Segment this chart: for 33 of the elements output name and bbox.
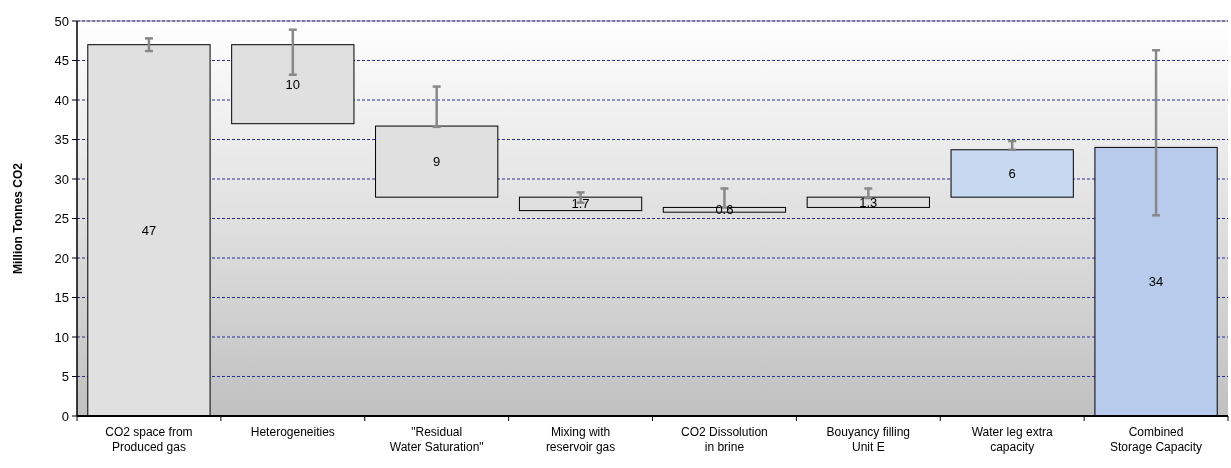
y-tick-label: 0 — [61, 408, 69, 424]
data-label: 34 — [1148, 274, 1164, 290]
data-label: 47 — [141, 222, 157, 238]
x-tick-label: "Residual Water Saturation" — [389, 425, 484, 454]
x-tick-label: Heterogeneities — [250, 425, 335, 439]
y-tick-label: 20 — [54, 250, 69, 266]
x-tick-label: CO2 Dissolution in brine — [681, 425, 768, 454]
x-tick-label: CO2 space from Produced gas — [105, 425, 193, 454]
y-tick-label: 5 — [61, 369, 69, 385]
x-tick-label: Mixing with reservoir gas — [545, 425, 616, 454]
data-label: 6 — [1008, 166, 1016, 182]
y-tick-label: 50 — [54, 13, 69, 29]
bar — [231, 44, 355, 125]
data-label: 1.7 — [571, 196, 590, 212]
data-label: 10 — [285, 76, 301, 92]
bar — [950, 149, 1074, 198]
y-axis-title: Million Tonnes CO2 — [11, 162, 25, 275]
y-tick-label: 30 — [54, 171, 69, 187]
y-tick-label: 25 — [54, 211, 69, 227]
y-tick-label: 15 — [54, 290, 69, 306]
bar — [662, 206, 787, 213]
bar — [375, 125, 499, 198]
data-label: 1.3 — [859, 194, 878, 210]
y-tick-label: 35 — [54, 132, 69, 148]
bar — [806, 196, 930, 208]
y-tick-label: 40 — [54, 92, 69, 108]
y-tick-label: 10 — [54, 329, 69, 345]
bar — [518, 196, 643, 212]
y-tick-label: 45 — [54, 53, 69, 69]
x-tick-label: Combined Storage Capacity — [1110, 425, 1203, 454]
x-tick-label: Bouyancy filling Unit E — [826, 425, 911, 454]
x-tick-label: Water leg extra capacity — [971, 425, 1053, 454]
data-label: 9 — [433, 154, 441, 170]
